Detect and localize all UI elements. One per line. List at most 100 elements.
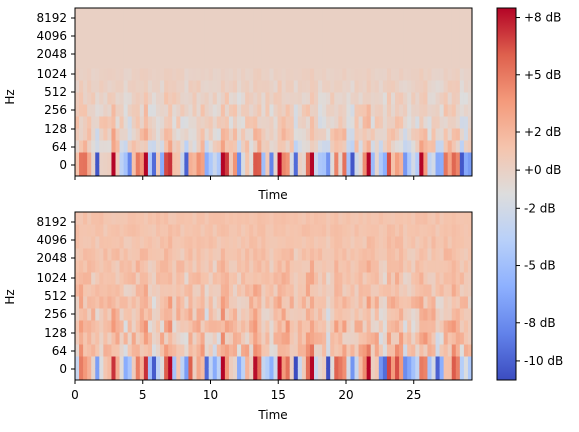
spectrogram-cell: [350, 212, 356, 225]
spectrogram-cell: [127, 116, 133, 129]
spectrogram-cell: [309, 320, 315, 333]
spectrogram-cell: [467, 212, 473, 225]
spectrogram-cell: [314, 152, 319, 165]
spectrogram-cell: [451, 236, 457, 249]
spectrogram-cell: [168, 236, 173, 249]
spectrogram-cell: [176, 284, 181, 297]
spectrogram-cell: [269, 128, 274, 141]
spectrogram-cell: [334, 44, 339, 57]
spectrogram-cell: [403, 32, 408, 45]
spectrogram-cell: [326, 8, 331, 21]
spectrogram-cell: [216, 128, 222, 141]
spectrogram-cell: [204, 32, 210, 45]
spectrogram-cell: [75, 308, 80, 321]
spectrogram-cell: [160, 212, 165, 225]
spectrogram-cell: [139, 356, 145, 369]
spectrogram-cell: [184, 152, 189, 165]
spectrogram-cell: [467, 32, 473, 45]
spectrogram-cell: [382, 128, 388, 141]
spectrogram-cell: [95, 296, 100, 309]
spectrogram-cell: [156, 332, 161, 345]
spectrogram-cell: [241, 224, 246, 237]
spectrogram-cell: [378, 236, 384, 249]
spectrogram-cell: [168, 80, 173, 93]
spectrogram-cell: [156, 140, 161, 153]
spectrogram-cell: [111, 272, 117, 285]
spectrogram-cell: [399, 344, 404, 357]
spectrogram-cell: [374, 272, 380, 285]
spectrogram-cell: [350, 104, 356, 117]
spectrogram-cell: [176, 368, 181, 381]
spectrogram-cell: [147, 356, 153, 369]
spectrogram-cell: [172, 212, 177, 225]
spectrogram-cell: [390, 44, 396, 57]
spectrogram-cell: [188, 368, 193, 381]
spectrogram-cell: [79, 164, 84, 177]
spectrogram-cell: [127, 140, 133, 153]
spectrogram-cell: [277, 44, 283, 57]
spectrogram-cell: [131, 56, 137, 69]
spectrogram-cell: [180, 320, 185, 333]
spectrogram-cell: [346, 164, 351, 177]
spectrogram-cell: [265, 140, 270, 153]
spectrogram-cell: [395, 236, 400, 249]
spectrogram-cell: [99, 344, 104, 357]
spectrogram-cell: [143, 116, 149, 129]
spectrogram-cell: [374, 104, 380, 117]
spectrogram-cell: [346, 32, 351, 45]
spectrogram-cell: [160, 152, 165, 165]
spectrogram-cell: [95, 164, 100, 177]
spectrogram-cell: [172, 236, 177, 249]
spectrogram-cell: [297, 320, 303, 333]
spectrogram-cell: [427, 92, 432, 105]
spectrogram-cell: [366, 104, 372, 117]
spectrogram-cell: [403, 56, 408, 69]
spectrogram-cell: [451, 32, 457, 45]
spectrogram-cell: [451, 332, 457, 345]
spectrogram-cell: [139, 296, 145, 309]
spectrogram-cell: [301, 80, 307, 93]
spectrogram-cell: [411, 140, 416, 153]
spectrogram-cell: [459, 272, 465, 285]
spectrogram-cell: [75, 260, 80, 273]
spectrogram-cell: [208, 116, 214, 129]
spectrogram-cell: [196, 236, 202, 249]
spectrogram-cell: [415, 284, 420, 297]
spectrogram-cell: [281, 128, 287, 141]
spectrogram-cell: [212, 272, 218, 285]
spectrogram-cell: [147, 116, 153, 129]
spectrogram-cell: [467, 320, 473, 333]
spectrogram-cell: [172, 368, 177, 381]
spectrogram-cell: [176, 224, 181, 237]
spectrogram-cell: [318, 68, 323, 81]
spectrogram-cell: [265, 44, 270, 57]
spectrogram-cell: [220, 20, 226, 33]
spectrogram-cell: [107, 152, 112, 165]
spectrogram-cell: [419, 236, 424, 249]
spectrogram-cell: [168, 368, 173, 381]
spectrogram-cell: [188, 332, 193, 345]
spectrogram-cell: [135, 20, 141, 33]
spectrogram-cell: [281, 44, 287, 57]
spectrogram-cell: [168, 296, 173, 309]
spectrogram-cell: [346, 344, 351, 357]
spectrogram-cell: [285, 296, 291, 309]
spectrogram-cell: [127, 80, 133, 93]
spectrogram-cell: [326, 212, 331, 225]
spectrogram-cell: [399, 92, 404, 105]
spectrogram-cell: [103, 128, 108, 141]
spectrogram-cell: [463, 20, 469, 33]
spectrogram-cell: [455, 356, 461, 369]
spectrogram-cell: [423, 44, 428, 57]
spectrogram-cell: [208, 284, 214, 297]
spectrogram-cell: [289, 368, 295, 381]
spectrogram-cell: [131, 212, 137, 225]
spectrogram-cell: [362, 104, 368, 117]
spectrogram-cell: [447, 164, 453, 177]
spectrogram-cell: [382, 308, 388, 321]
spectrogram-cell: [354, 212, 360, 225]
spectrogram-cell: [156, 20, 161, 33]
spectrogram-cell: [314, 212, 319, 225]
spectrogram-cell: [443, 224, 449, 237]
spectrogram-cell: [281, 32, 287, 45]
